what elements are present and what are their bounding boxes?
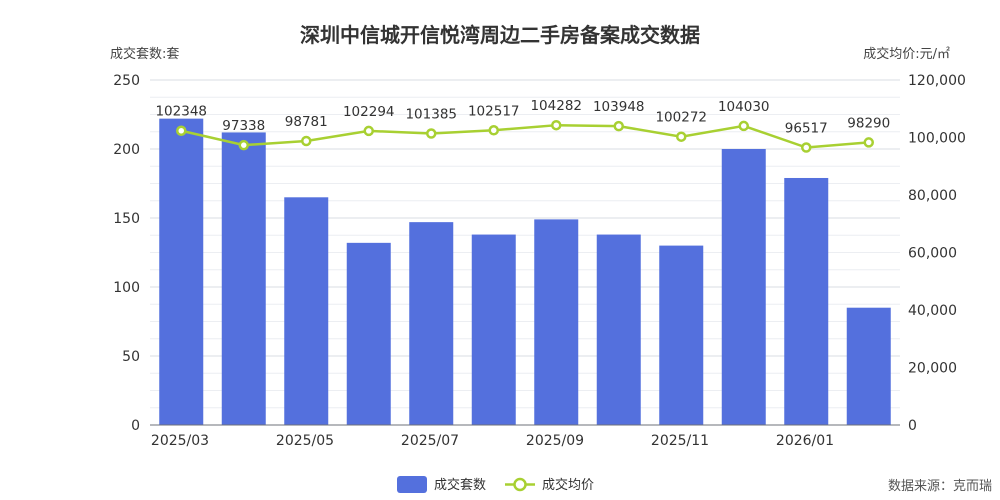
left-tick-label: 0 [131, 418, 140, 434]
line-point [488, 125, 499, 136]
x-tick-label: 2025/09 [526, 433, 584, 449]
x-tick-label: 2026/01 [776, 433, 834, 449]
x-tick-label: 2025/07 [401, 433, 459, 449]
right-tick-label: 100,000 [908, 131, 966, 147]
left-tick-label: 250 [113, 73, 140, 89]
right-tick-label: 0 [908, 418, 917, 434]
line-point [863, 137, 874, 148]
line-data-label: 103948 [593, 99, 645, 115]
chart-title: 深圳中信城开信悦湾周边二手房备案成交数据 [300, 23, 700, 47]
line-data-label: 102348 [155, 104, 207, 120]
line-data-label: 102294 [343, 104, 395, 120]
line-point [738, 120, 749, 132]
right-tick-label: 60,000 [908, 246, 957, 262]
line-data-label: 100272 [655, 110, 707, 126]
line-point [238, 139, 249, 151]
bar [534, 219, 579, 425]
legend-line-label: 成交均价 [542, 477, 594, 493]
line-data-label: 98781 [285, 114, 328, 130]
bar [409, 222, 454, 425]
left-tick-label: 50 [122, 349, 140, 365]
bar [659, 245, 704, 425]
x-tick-label: 2025/03 [151, 433, 209, 449]
line-data-label: 104030 [718, 99, 770, 115]
line-data-label: 102517 [468, 103, 520, 119]
line-data-label: 104282 [530, 98, 582, 114]
right-tick-label: 120,000 [908, 73, 966, 89]
legend-bar-label: 成交套数 [434, 477, 486, 493]
right-tick-label: 40,000 [908, 303, 957, 319]
x-tick-label: 2025/05 [276, 433, 334, 449]
left-tick-label: 150 [113, 211, 140, 227]
line-point [676, 131, 687, 142]
line-point [801, 142, 812, 153]
line-series: 102348 97338 98781 102294 101385 102517 104282… [155, 98, 890, 153]
legend-line-marker [513, 477, 527, 492]
x-tick-label: 2025/11 [651, 433, 709, 449]
bar [721, 149, 766, 425]
legend[interactable]: 成交套数 成交均价 [397, 476, 594, 493]
bar [846, 307, 891, 425]
bar [221, 132, 266, 425]
axes: 0 50 100 150 200 250 0 20,000 40,000 60,000 80,000… [113, 73, 966, 449]
bar-series [159, 118, 891, 425]
grid [150, 79, 900, 426]
line-data-label: 97338 [222, 118, 265, 134]
bar [159, 118, 204, 425]
line-point [301, 135, 312, 147]
left-tick-label: 200 [113, 142, 140, 158]
line-point [426, 128, 437, 139]
bar [596, 234, 641, 425]
line-point [551, 119, 562, 131]
line-path [180, 123, 869, 149]
line-point [176, 125, 187, 136]
left-tick-label: 100 [113, 280, 140, 296]
line-point [363, 125, 374, 137]
right-axis-name: 成交均价:元/㎡ [863, 46, 950, 62]
bar [346, 242, 391, 425]
right-tick-label: 80,000 [908, 188, 957, 204]
legend-bar-swatch [397, 476, 427, 493]
right-tick-label: 20,000 [908, 361, 957, 377]
line-data-label: 98290 [847, 115, 890, 131]
line-data-label: 101385 [405, 107, 457, 123]
bar [784, 177, 829, 425]
left-axis-name: 成交套数:套 [110, 46, 179, 62]
bar [471, 234, 516, 425]
line-data-label: 96517 [785, 121, 828, 137]
line-point [613, 120, 624, 132]
data-source: 数据来源：克而瑞 [888, 479, 992, 494]
bar [284, 197, 329, 425]
